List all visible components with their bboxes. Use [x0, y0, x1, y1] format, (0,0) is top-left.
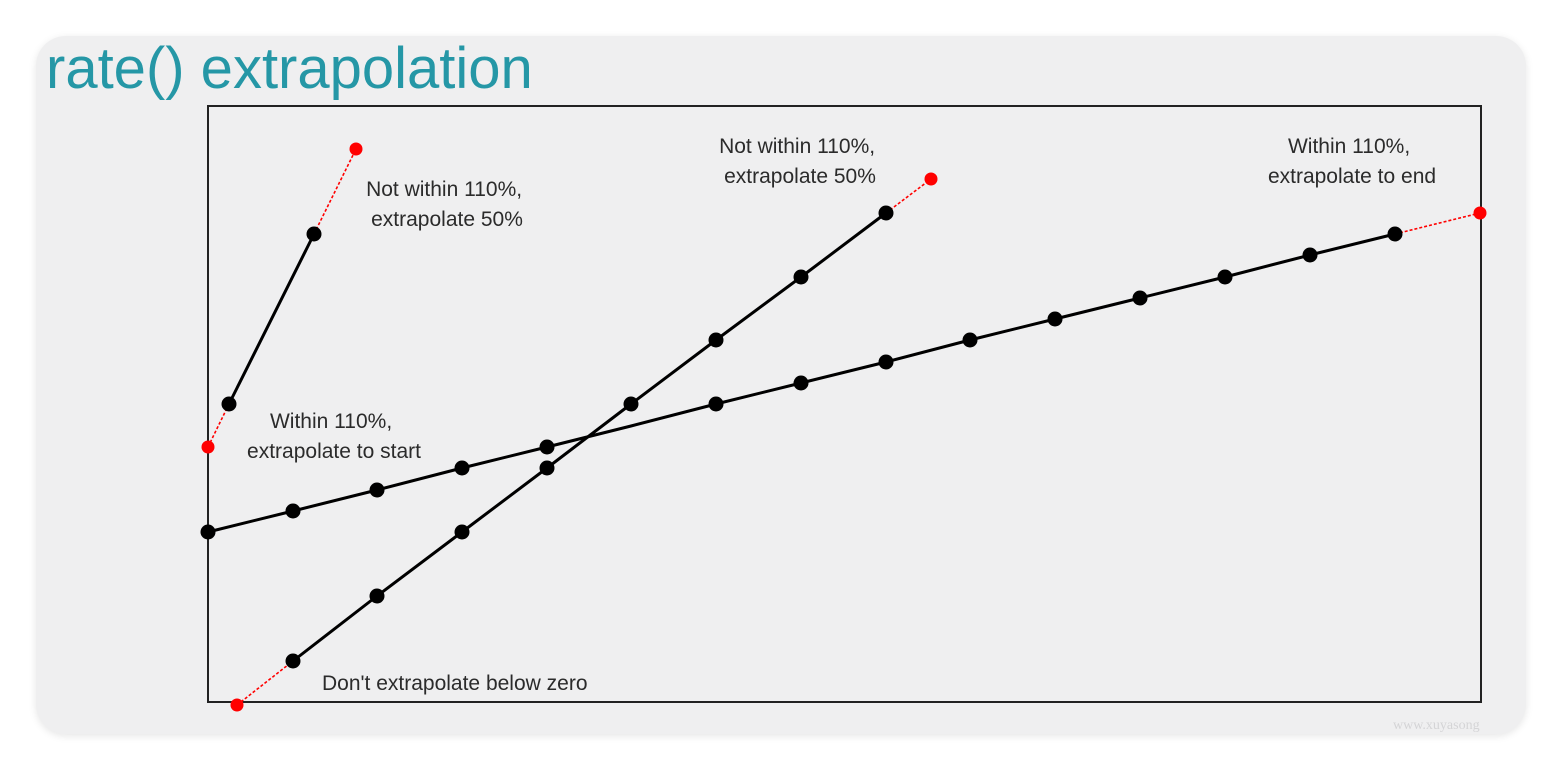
- sample-point: [708, 332, 724, 348]
- annotation-steep-bottom: Within 110%, extrapolate to start: [247, 410, 421, 463]
- sample-point: [793, 375, 809, 391]
- series-mid-extrapolation-end: [885, 178, 932, 214]
- extrapolated-point: [230, 698, 244, 712]
- sample-point: [285, 503, 301, 519]
- sample-point: [1132, 290, 1148, 306]
- extrapolated-point: [201, 440, 215, 454]
- annotation-steep-bottom-line1: Within 110%,: [270, 410, 392, 433]
- series-mid: [230, 172, 938, 712]
- series-mid-extrapolation-start: [236, 660, 294, 706]
- annotation-mid-top: Not within 110%, extrapolate 50%: [719, 135, 881, 188]
- annotation-mid-bottom: Don't extrapolate below zero: [322, 672, 588, 695]
- extrapolation-diagram: Not within 110%, extrapolate 50% Within …: [200, 105, 1487, 733]
- annotation-shallow-end-line1: Within 110%,: [1288, 135, 1410, 158]
- annotation-shallow-end: Within 110%, extrapolate to end: [1268, 135, 1436, 188]
- sample-point: [221, 396, 237, 412]
- sample-point: [1217, 269, 1233, 285]
- sample-point: [878, 354, 894, 370]
- extrapolated-point: [1473, 206, 1487, 220]
- series-steep: [201, 142, 363, 454]
- series-steep-extrapolation-end: [313, 148, 357, 235]
- annotation-steep-top: Not within 110%, extrapolate 50%: [366, 178, 528, 231]
- annotation-mid-bottom-line1: Don't extrapolate below zero: [322, 672, 588, 695]
- series-shallow: [200, 206, 1487, 540]
- sample-point: [306, 226, 322, 242]
- annotation-steep-top-line1: Not within 110%,: [366, 178, 522, 201]
- plot-frame: [207, 105, 1482, 703]
- slide-title: rate() extrapolation: [46, 36, 533, 101]
- sample-point: [539, 460, 555, 476]
- sample-point: [1302, 247, 1318, 263]
- series-steep-line: [227, 233, 316, 405]
- series-mid-line: [292, 211, 887, 663]
- extrapolated-point: [924, 172, 938, 186]
- sample-point: [1387, 226, 1403, 242]
- series-shallow-extrapolation: [1394, 212, 1481, 235]
- annotation-mid-top-line2: extrapolate 50%: [724, 165, 876, 188]
- sample-point: [369, 588, 385, 604]
- series-steep-extrapolation-start: [207, 403, 230, 448]
- sample-point: [454, 524, 470, 540]
- sample-point: [369, 482, 385, 498]
- sample-point: [708, 396, 724, 412]
- sample-point: [454, 460, 470, 476]
- watermark: www.xuyasong: [1393, 718, 1480, 733]
- extrapolated-point: [349, 142, 363, 156]
- sample-point: [285, 653, 301, 669]
- annotation-steep-top-line2: extrapolate 50%: [371, 208, 523, 231]
- sample-point: [793, 269, 809, 285]
- sample-point: [539, 439, 555, 455]
- sample-point: [962, 332, 978, 348]
- sample-point: [623, 396, 639, 412]
- sample-point: [200, 524, 216, 540]
- annotation-shallow-end-line2: extrapolate to end: [1268, 165, 1436, 188]
- sample-point: [1047, 311, 1063, 327]
- sample-point: [878, 205, 894, 221]
- annotation-steep-bottom-line2: extrapolate to start: [247, 440, 421, 463]
- annotation-mid-top-line1: Not within 110%,: [719, 135, 875, 158]
- slide: rate() extrapolation: [36, 36, 1526, 734]
